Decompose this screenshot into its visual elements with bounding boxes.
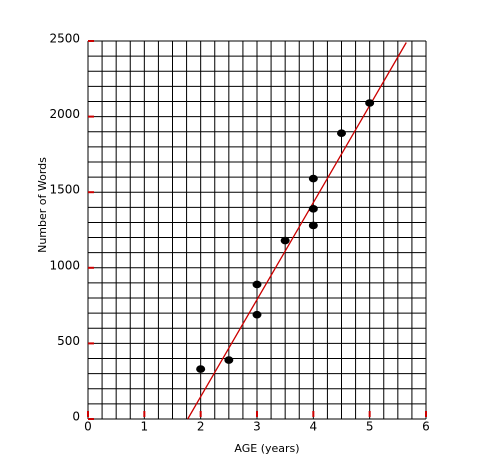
data-point <box>365 99 375 107</box>
trend-line <box>187 42 407 420</box>
x-axis-label: AGE (years) <box>234 442 299 455</box>
data-point <box>252 280 262 289</box>
y-tick-label: 2000 <box>49 107 80 121</box>
x-tick-label: 2 <box>197 420 205 434</box>
x-tick-label: 4 <box>310 420 318 434</box>
data-point <box>224 356 234 364</box>
x-tick-label: 0 <box>84 420 92 434</box>
data-point <box>196 365 206 373</box>
x-tick-label: 6 <box>422 420 430 434</box>
y-axis-label: Number of Words <box>36 157 49 253</box>
x-tick-label: 5 <box>366 420 374 434</box>
data-point <box>337 129 346 138</box>
data-point <box>308 221 318 230</box>
x-tick-label: 3 <box>253 420 261 434</box>
data-point <box>280 236 290 245</box>
data-point <box>308 205 318 213</box>
y-tick-label: 2500 <box>49 32 80 46</box>
y-tick-label: 1500 <box>49 183 80 197</box>
data-point <box>308 174 318 183</box>
data-point <box>252 310 262 319</box>
y-tick-label: 1000 <box>49 258 80 272</box>
x-tick-label: 1 <box>141 420 149 434</box>
y-tick-label: 0 <box>72 410 80 424</box>
y-tick-label: 500 <box>57 334 80 348</box>
